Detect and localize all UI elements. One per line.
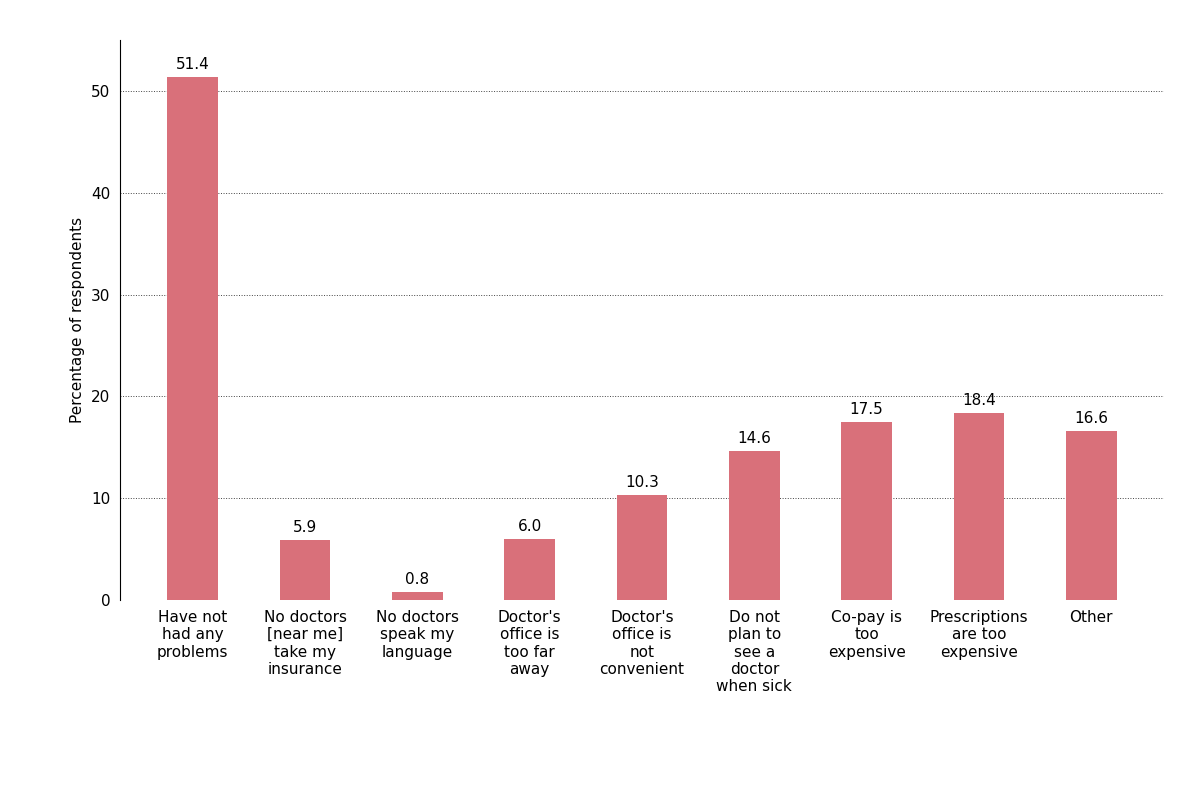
Y-axis label: Percentage of respondents: Percentage of respondents: [71, 217, 85, 423]
Bar: [280, 540, 330, 600]
Bar: [504, 539, 554, 600]
Text: 16.6: 16.6: [1074, 411, 1109, 426]
Text: 17.5: 17.5: [850, 402, 883, 417]
Text: 14.6: 14.6: [737, 431, 772, 446]
Bar: [617, 495, 667, 600]
Bar: [730, 451, 780, 600]
Bar: [841, 422, 892, 600]
Text: 5.9: 5.9: [293, 520, 317, 535]
Bar: [954, 413, 1004, 600]
Text: 18.4: 18.4: [962, 393, 996, 407]
Text: 10.3: 10.3: [625, 475, 659, 490]
Bar: [392, 592, 443, 600]
Bar: [1066, 431, 1116, 600]
Text: 51.4: 51.4: [176, 57, 210, 71]
Text: 0.8: 0.8: [406, 572, 430, 586]
Text: 6.0: 6.0: [517, 519, 542, 534]
Bar: [168, 77, 218, 600]
